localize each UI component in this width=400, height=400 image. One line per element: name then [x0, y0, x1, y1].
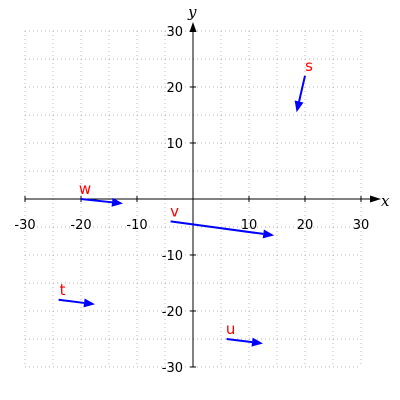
y-tick-label: 30	[166, 25, 183, 40]
vector-s-label: s	[305, 57, 313, 75]
x-tick-label: -30	[14, 218, 35, 233]
y-tick-label: 10	[166, 137, 183, 152]
vector-w-shaft	[80, 198, 113, 204]
y-axis-title: y	[187, 3, 197, 21]
vector-u-label: u	[226, 320, 236, 338]
vectors: s w v t u	[58, 57, 313, 347]
y-tick-label: -10	[162, 249, 183, 264]
vector-u-shaft	[226, 338, 253, 344]
vector-t-label: t	[60, 281, 66, 299]
y-axis-arrowhead	[189, 22, 197, 32]
x-axis-title: x	[381, 192, 390, 210]
x-tick-label: -10	[126, 218, 147, 233]
vector-v-arrowhead	[262, 229, 275, 239]
vector-s-shaft	[298, 75, 306, 102]
y-tick-label: -30	[162, 361, 183, 376]
x-tick-label: -20	[70, 218, 91, 233]
vector-v-label: v	[170, 202, 179, 220]
vector-t-shaft	[58, 298, 85, 304]
y-tick-label: -20	[162, 305, 183, 320]
x-tick-label: 10	[241, 218, 258, 233]
vector-w-arrowhead	[111, 197, 123, 207]
x-tick-label: 30	[353, 218, 370, 233]
vector-u-arrowhead	[251, 337, 263, 347]
vector-s-arrowhead	[294, 100, 304, 113]
vector-w-label: w	[79, 180, 91, 198]
vector-v-shaft	[170, 220, 264, 235]
vector-t-arrowhead	[83, 298, 95, 308]
x-tick-label: 20	[297, 218, 314, 233]
ticks: -30 -20 -10 10 20 30 -30 -20 -10 10 20 30	[14, 25, 369, 376]
x-axis-arrowhead	[370, 195, 381, 203]
y-tick-label: 20	[166, 81, 183, 96]
